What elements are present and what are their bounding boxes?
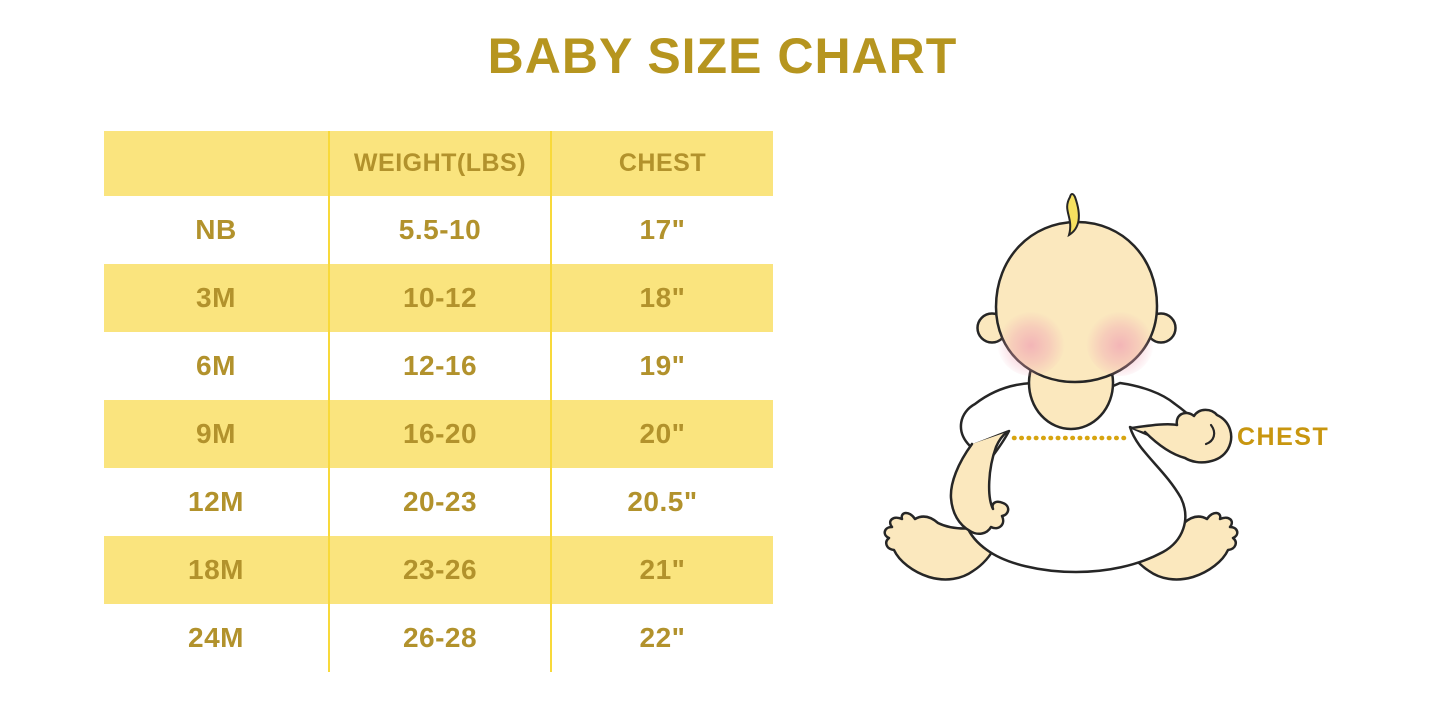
chest-cell: 21": [550, 536, 773, 604]
table-row-6m: 6M 12-16 19": [104, 332, 773, 400]
table-row-12m: 12M 20-23 20.5": [104, 468, 773, 536]
size-cell: 18M: [188, 554, 244, 585]
baby-hair-curl: [1066, 193, 1080, 238]
size-cell: NB: [195, 214, 237, 245]
size-cell: 3M: [196, 282, 236, 313]
chest-measure-label: CHEST: [1237, 423, 1330, 451]
baby-illustration: [883, 193, 1239, 581]
weight-cell: 20-23: [328, 468, 550, 536]
size-cell: 12M: [188, 486, 244, 517]
weight-cell: 12-16: [328, 332, 550, 400]
chest-cell: 18": [550, 264, 773, 332]
weight-cell: 26-28: [328, 604, 550, 672]
weight-cell: 5.5-10: [328, 196, 550, 264]
table-row-3m: 3M 10-12 18": [104, 264, 773, 332]
baby-right-arm: [1130, 408, 1233, 464]
weight-cell: 10-12: [328, 264, 550, 332]
table-row-18m: 18M 23-26 21": [104, 536, 773, 604]
size-cell: 24M: [188, 622, 244, 653]
chest-cell: 19": [550, 332, 773, 400]
baby-left-cheek: [997, 308, 1065, 376]
baby-left-arm: [949, 430, 1010, 536]
header-weight: WEIGHT(LBS): [328, 131, 550, 196]
header-chest: CHEST: [550, 131, 773, 196]
weight-cell: 23-26: [328, 536, 550, 604]
weight-cell: 16-20: [328, 400, 550, 468]
chest-cell: 20": [550, 400, 773, 468]
chest-cell: 22": [550, 604, 773, 672]
chest-cell: 17": [550, 196, 773, 264]
size-table: WEIGHT(LBS) CHEST NB 5.5-10 17" 3M 10-12…: [104, 131, 773, 672]
header-size: [104, 131, 328, 196]
table-row-nb: NB 5.5-10 17": [104, 196, 773, 264]
table-header-row: WEIGHT(LBS) CHEST: [104, 131, 773, 196]
baby-right-cheek: [1086, 308, 1154, 376]
size-cell: 9M: [196, 418, 236, 449]
chest-cell: 20.5": [550, 468, 773, 536]
size-cell: 6M: [196, 350, 236, 381]
table-row-24m: 24M 26-28 22": [104, 604, 773, 672]
table-row-9m: 9M 16-20 20": [104, 400, 773, 468]
page-title: BABY SIZE CHART: [487, 28, 958, 84]
